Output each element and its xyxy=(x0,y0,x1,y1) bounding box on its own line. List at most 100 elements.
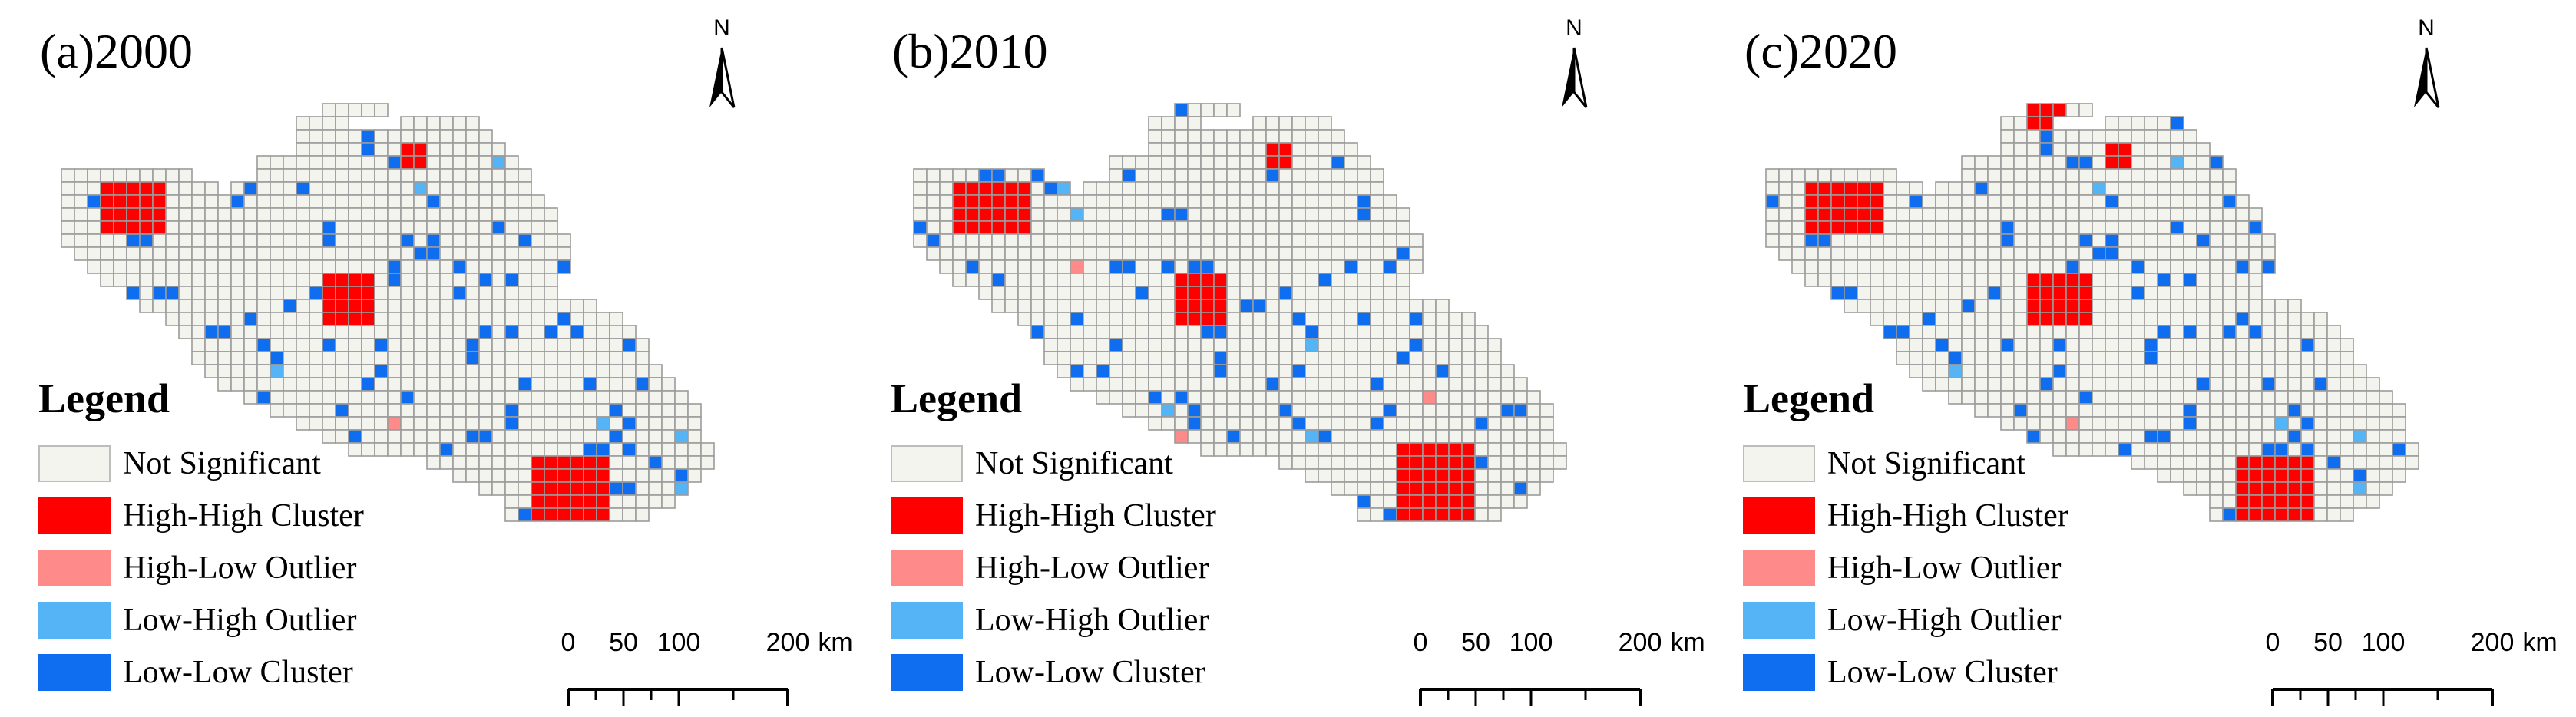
grid-cell xyxy=(2065,338,2080,352)
grid-cell xyxy=(1318,155,1332,170)
grid-cell xyxy=(126,181,141,196)
grid-cell xyxy=(2340,403,2354,418)
grid-cell xyxy=(152,220,167,235)
grid-cell xyxy=(1148,338,1162,352)
grid-cell xyxy=(491,416,506,431)
grid-cell xyxy=(426,351,441,365)
grid-cell xyxy=(1331,390,1345,405)
grid-cell xyxy=(2026,194,2041,209)
grid-cell xyxy=(322,233,336,248)
grid-cell xyxy=(243,325,258,339)
grid-cell xyxy=(296,116,310,131)
legend-title: Legend xyxy=(891,375,1023,421)
grid-cell xyxy=(544,286,558,300)
grid-cell xyxy=(622,455,637,470)
grid-cell xyxy=(348,194,362,209)
grid-cell xyxy=(1383,364,1397,378)
grid-cell xyxy=(2313,468,2328,483)
grid-cell xyxy=(491,220,506,235)
grid-cell xyxy=(1057,312,1071,326)
grid-cell xyxy=(1487,494,1502,509)
grid-cell xyxy=(1948,259,1963,274)
grid-cell xyxy=(1070,246,1084,261)
grid-cell xyxy=(374,299,389,313)
grid-cell xyxy=(400,116,415,131)
grid-cell xyxy=(1331,403,1345,418)
grid-cell xyxy=(478,455,493,470)
grid-cell xyxy=(939,194,954,209)
grid-cell xyxy=(230,259,245,274)
grid-cell xyxy=(217,312,232,326)
grid-cell xyxy=(2170,468,2184,483)
grid-cell xyxy=(413,312,428,326)
grid-cell xyxy=(1017,299,1032,313)
grid-cell xyxy=(74,168,88,183)
grid-cell xyxy=(648,494,663,509)
grid-cell xyxy=(939,168,954,183)
grid-cell xyxy=(270,273,284,287)
grid-cell xyxy=(2196,338,2211,352)
grid-cell xyxy=(1461,351,1476,365)
grid-cell xyxy=(2105,377,2119,392)
grid-cell xyxy=(178,246,193,261)
grid-cell xyxy=(413,181,428,196)
grid-cell xyxy=(1435,442,1450,457)
grid-cell xyxy=(570,312,584,326)
grid-cell xyxy=(531,455,545,470)
grid-cell xyxy=(2131,299,2145,313)
grid-cell xyxy=(243,246,258,261)
grid-cell xyxy=(1291,442,1306,457)
grid-cell xyxy=(439,403,454,418)
grid-cell xyxy=(2274,390,2289,405)
grid-cell xyxy=(1357,364,1371,378)
grid-cell xyxy=(570,442,584,457)
grid-cell xyxy=(1305,312,1319,326)
grid-cell xyxy=(1857,299,1871,313)
grid-cell xyxy=(1239,168,1254,183)
grid-cell xyxy=(1030,299,1045,313)
grid-cell xyxy=(452,259,467,274)
grid-cell xyxy=(1344,299,1358,313)
grid-cell xyxy=(1804,246,1819,261)
grid-cell xyxy=(2300,377,2315,392)
grid-cell xyxy=(2287,364,2302,378)
grid-cell xyxy=(1987,259,2002,274)
grid-cell xyxy=(1935,325,1949,339)
grid-cell xyxy=(1804,233,1819,248)
grid-cell xyxy=(2170,233,2184,248)
grid-cell xyxy=(1396,325,1410,339)
grid-cell xyxy=(1344,181,1358,196)
grid-cell xyxy=(1187,273,1202,287)
grid-cell xyxy=(2092,338,2106,352)
grid-cell xyxy=(2000,129,2015,144)
grid-cell xyxy=(152,259,167,274)
grid-cell xyxy=(2235,246,2250,261)
grid-cell xyxy=(1004,246,1019,261)
grid-cell xyxy=(1409,338,1424,352)
grid-cell xyxy=(309,338,323,352)
grid-cell xyxy=(2248,416,2263,431)
legend-item-low-high: Low-High Outlier xyxy=(38,594,364,646)
grid-cell xyxy=(2353,494,2367,509)
grid-cell xyxy=(413,325,428,339)
grid-cell xyxy=(1435,507,1450,522)
grid-cell xyxy=(413,390,428,405)
grid-cell xyxy=(1396,390,1410,405)
grid-cell xyxy=(165,168,180,183)
grid-cell xyxy=(2078,129,2093,144)
grid-cell xyxy=(204,246,219,261)
grid-cell xyxy=(635,390,650,405)
grid-cell xyxy=(113,207,127,222)
grid-cell xyxy=(74,246,88,261)
legend-item-high-high: High-High Cluster xyxy=(38,490,364,542)
grid-cell xyxy=(544,403,558,418)
grid-cell xyxy=(1174,312,1189,326)
grid-cell xyxy=(1174,233,1189,248)
grid-cell xyxy=(2092,142,2106,157)
grid-cell xyxy=(1318,233,1332,248)
grid-cell xyxy=(1083,286,1097,300)
grid-cell xyxy=(2170,194,2184,209)
grid-cell xyxy=(1226,325,1241,339)
grid-cell xyxy=(518,286,532,300)
grid-cell xyxy=(609,351,623,365)
